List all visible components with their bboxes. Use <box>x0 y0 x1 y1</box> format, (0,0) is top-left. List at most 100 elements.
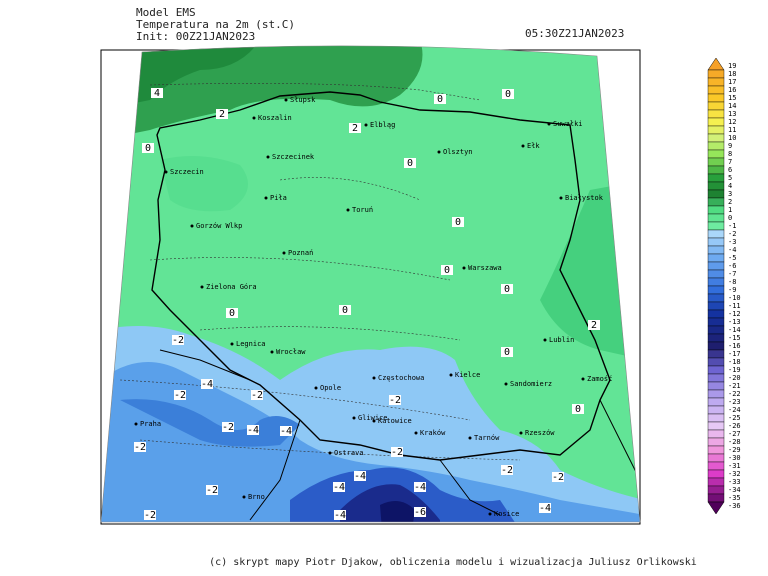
contour-label: -2 <box>251 390 263 401</box>
scale-cell <box>707 109 725 119</box>
map-labels: Słupsk Koszalin Elbląg Olsztyn Suwałki Ełk Szc… <box>134 88 612 521</box>
city-dot <box>547 122 551 126</box>
city-label: Częstochowa <box>378 374 424 382</box>
city-label: Brno <box>248 493 265 501</box>
contour-label: 0 <box>145 143 151 154</box>
contour-label: -4 <box>414 482 426 493</box>
city-dot <box>468 436 472 440</box>
scale-cell <box>707 181 725 191</box>
scale-label: -30 <box>728 454 741 462</box>
scale-label: -11 <box>728 302 741 310</box>
scale-label: -27 <box>728 430 741 438</box>
city-label: Sandomierz <box>510 380 552 388</box>
contour-label-bg <box>280 426 292 436</box>
scale-label: -35 <box>728 494 741 502</box>
city-dot <box>352 416 356 420</box>
scale-cell <box>707 205 725 215</box>
valid-time: 05:30Z21JAN2023 <box>525 27 624 40</box>
contour-label-bg <box>414 482 426 492</box>
city-label: Suwałki <box>553 120 583 128</box>
scale-label: -33 <box>728 478 741 486</box>
contour-label: -2 <box>552 472 564 483</box>
scale-label: -23 <box>728 398 741 406</box>
scale-cell <box>707 189 725 199</box>
scale-cell <box>707 469 725 479</box>
contour-label: 0 <box>455 217 461 228</box>
scale-label: 5 <box>728 174 732 182</box>
scale-cell <box>707 77 725 87</box>
scale-label: 6 <box>728 166 732 174</box>
city-label: Zamość <box>587 375 612 383</box>
city-dot <box>581 377 585 381</box>
scale-label: -29 <box>728 446 741 454</box>
contour-label-bg <box>151 88 163 98</box>
scale-label: 1 <box>728 206 732 214</box>
city-dot <box>449 373 453 377</box>
contour-label: 0 <box>575 404 581 415</box>
scale-cell <box>707 165 725 175</box>
contour-label-bg <box>174 390 186 400</box>
scale-label: -19 <box>728 366 741 374</box>
city-dot <box>504 382 508 386</box>
scale-label: 9 <box>728 142 732 150</box>
city-label: Rzeszów <box>525 429 555 437</box>
city-label: Elbląg <box>370 121 395 129</box>
scale-label: 0 <box>728 214 732 222</box>
contour-label-bg <box>414 507 426 517</box>
scale-arrow <box>707 501 725 515</box>
contour-label: -4 <box>354 471 366 482</box>
scale-label: -31 <box>728 462 741 470</box>
city-label: Ostrava <box>334 449 364 457</box>
init-time: Init: 00Z21JAN2023 <box>136 30 255 43</box>
city-dot <box>346 208 350 212</box>
city-dot <box>190 224 194 228</box>
scale-cell <box>707 485 725 495</box>
scale-cell <box>707 213 725 223</box>
scale-cell <box>707 405 725 415</box>
scale-cell <box>707 133 725 143</box>
scale-label: 7 <box>728 158 732 166</box>
scale-label: -22 <box>728 390 741 398</box>
contour-label: 2 <box>591 320 597 331</box>
scale-cell <box>707 301 725 311</box>
contour-label-bg <box>144 510 156 520</box>
scale-cell <box>707 373 725 383</box>
city-dot <box>164 170 168 174</box>
contour-label-bg <box>389 395 401 405</box>
city-label: Praha <box>140 420 161 428</box>
city-dot <box>328 451 332 455</box>
city-dot <box>372 376 376 380</box>
scale-label: -1 <box>728 222 736 230</box>
contour-label-bg <box>349 123 361 133</box>
scale-cell <box>707 117 725 127</box>
contour-label: 0 <box>444 265 450 276</box>
scale-label: -28 <box>728 438 741 446</box>
scale-cell <box>707 421 725 431</box>
city-label: Toruń <box>352 206 373 214</box>
city-dot <box>230 342 234 346</box>
scale-cell <box>707 461 725 471</box>
city-label: Koszalin <box>258 114 292 122</box>
contour-label: 0 <box>342 305 348 316</box>
contour-label: -4 <box>334 510 346 521</box>
city-label: Tarnów <box>474 434 500 442</box>
scale-label: -3 <box>728 238 736 246</box>
scale-label: -26 <box>728 422 741 430</box>
city-dot <box>252 116 256 120</box>
scale-label: 18 <box>728 70 736 78</box>
contour-label-bg <box>172 335 184 345</box>
scale-cell <box>707 245 725 255</box>
contour-label: -2 <box>501 465 513 476</box>
city-label: Warszawa <box>468 264 502 272</box>
scale-label: -32 <box>728 470 741 478</box>
scale-cell <box>707 445 725 455</box>
scale-cell <box>707 397 725 407</box>
scale-cell <box>707 69 725 79</box>
scale-cell <box>707 477 725 487</box>
city-label: Piła <box>270 194 287 202</box>
scale-label: -25 <box>728 414 741 422</box>
city-label: Katowice <box>378 417 412 425</box>
scale-cell <box>707 317 725 327</box>
contour-label: 2 <box>352 123 358 134</box>
city-dot <box>437 150 441 154</box>
